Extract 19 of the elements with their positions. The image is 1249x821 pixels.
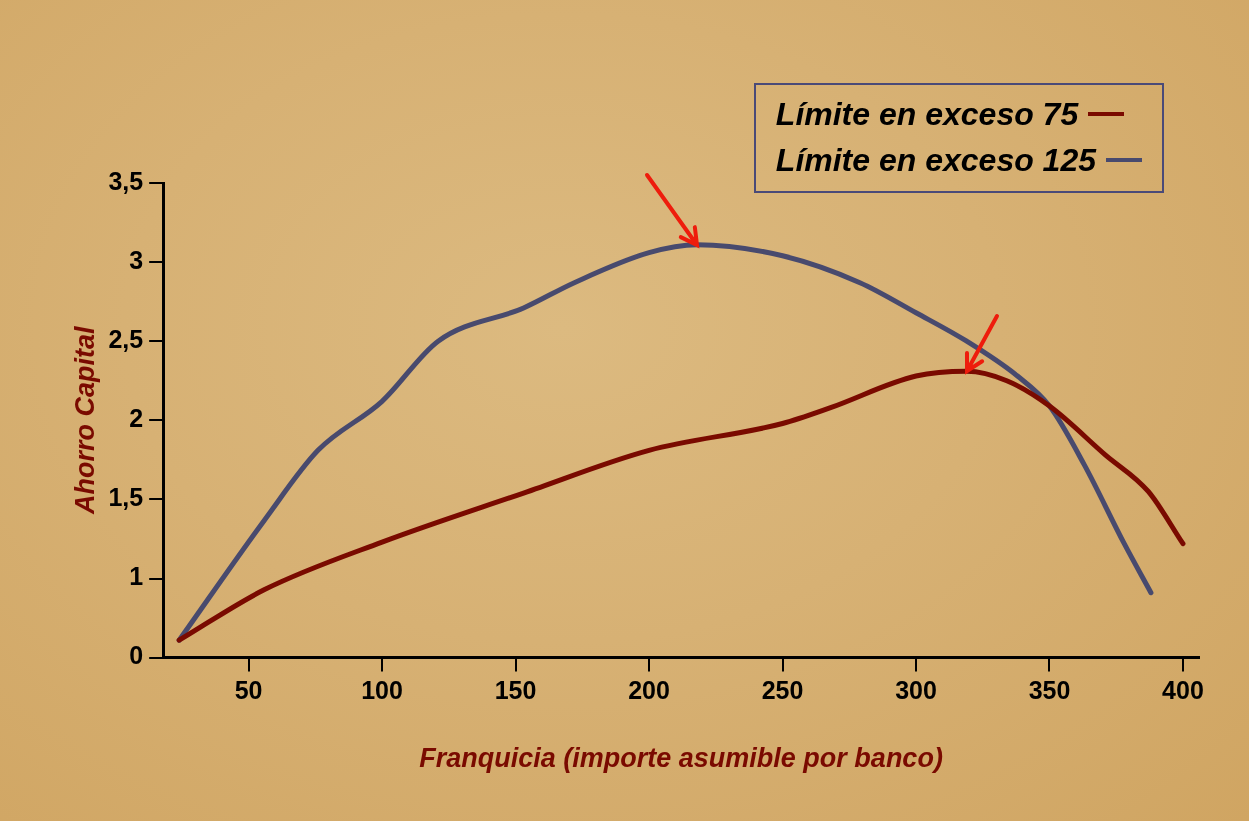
x-tick-label: 300 — [895, 676, 937, 705]
legend-label: Límite en exceso 125 — [775, 141, 1096, 180]
x-tick-label: 350 — [1028, 676, 1071, 705]
x-tick-label: 400 — [1162, 676, 1204, 705]
y-axis-title: Ahorro Capital — [69, 326, 100, 516]
y-tick-label: 2,5 — [108, 325, 144, 354]
x-tick-label: 50 — [234, 676, 263, 705]
y-tick-label: 0 — [129, 641, 144, 670]
y-tick-label: 1 — [129, 562, 144, 591]
x-tick-label: 200 — [628, 676, 670, 705]
x-tick-label: 150 — [494, 676, 537, 705]
x-tick-label: 250 — [761, 676, 804, 705]
y-tick-label: 3 — [129, 245, 144, 274]
y-tick-label: 2 — [129, 404, 144, 433]
x-tick-label: 100 — [361, 676, 403, 705]
x-axis-title: Franquicia (importe asumible por banco) — [419, 743, 943, 774]
y-tick-label: 3,5 — [108, 166, 144, 195]
y-tick-label: 1,5 — [108, 483, 144, 512]
legend-label: Límite en exceso 75 — [775, 95, 1079, 134]
